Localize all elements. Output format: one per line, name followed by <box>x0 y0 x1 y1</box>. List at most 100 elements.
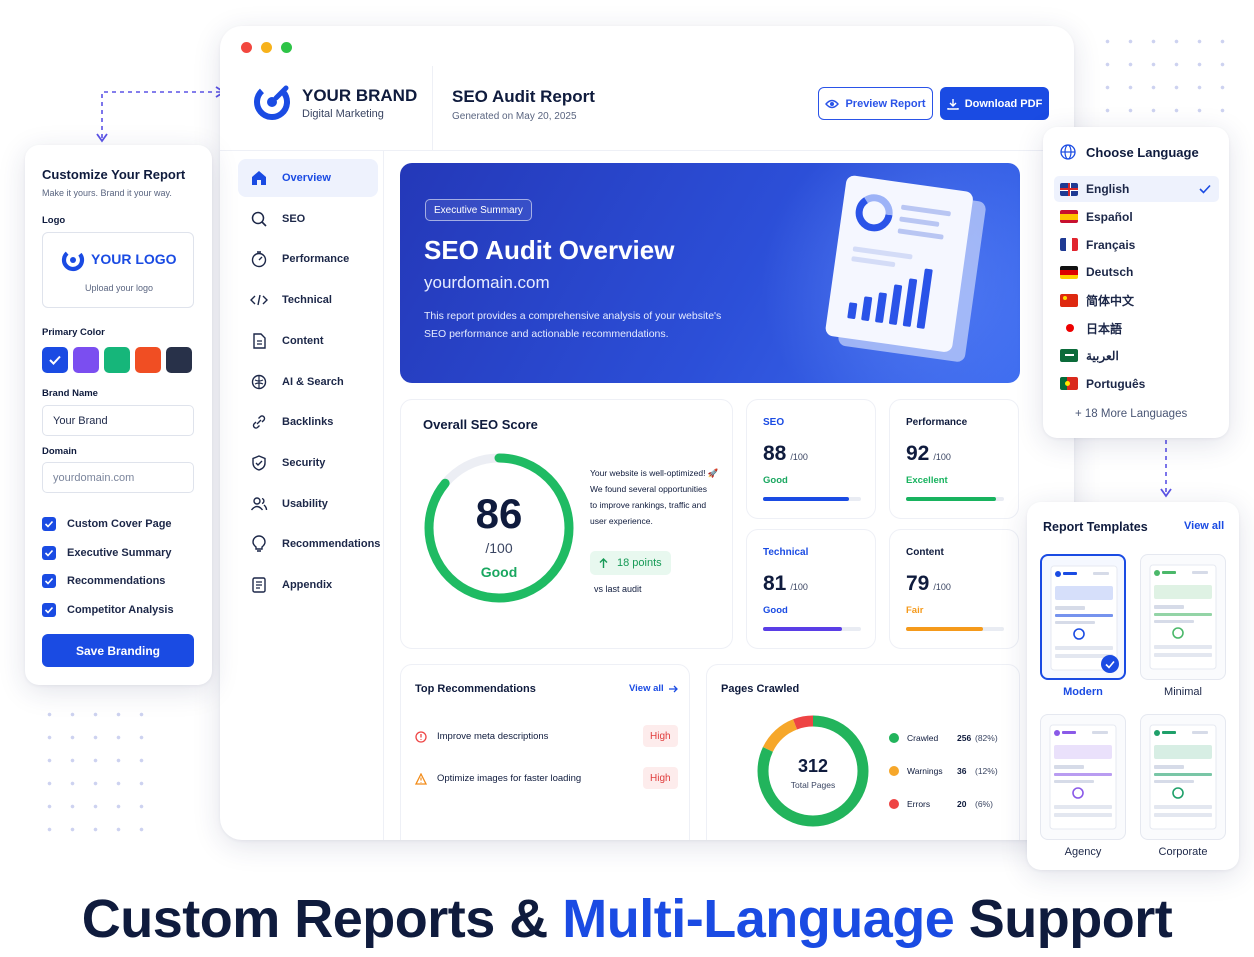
option-checkbox-row[interactable]: Recommendations <box>42 574 166 589</box>
decorative-dots-top-right <box>1096 30 1236 125</box>
selected-template-check-icon <box>1101 655 1119 673</box>
template-minimal[interactable] <box>1140 554 1226 680</box>
score-card-grade: Fair <box>906 605 924 616</box>
download-pdf-label: Download PDF <box>964 97 1043 110</box>
template-corporate[interactable] <box>1140 714 1226 840</box>
pages-legend-row: Crawled 256 (82%) <box>889 731 1009 745</box>
domain-input[interactable]: yourdomain.com <box>42 462 194 493</box>
language-option[interactable]: Français <box>1054 232 1219 258</box>
preview-report-button[interactable]: Preview Report <box>818 87 933 120</box>
score-card-seo[interactable]: SEO 88/100 Good <box>746 399 876 519</box>
sidebar-item-ai-search[interactable]: AI & Search <box>238 363 378 401</box>
recommendation-item[interactable]: Optimize images for faster loading High <box>415 767 679 791</box>
window-minimize-dot[interactable] <box>261 42 272 53</box>
checkbox-checked[interactable] <box>42 517 56 531</box>
brand-name-input[interactable]: Your Brand <box>42 405 194 436</box>
template-agency[interactable] <box>1040 714 1126 840</box>
logo-label: Logo <box>42 215 66 226</box>
sidebar-item-performance[interactable]: Performance <box>238 240 378 278</box>
users-icon <box>250 496 268 511</box>
headline-part-1: Custom Reports & <box>81 889 563 949</box>
score-card-out-of: /100 <box>790 452 808 462</box>
pages-total-label: Total Pages <box>790 780 836 790</box>
logo-upload-box[interactable]: YOUR LOGO Upload your logo <box>42 232 194 308</box>
more-languages-link[interactable]: + 18 More Languages <box>1075 408 1188 420</box>
color-swatch[interactable] <box>135 347 161 373</box>
sidebar-item-label: Performance <box>282 253 350 266</box>
template-label: Corporate <box>1158 846 1208 858</box>
pages-crawled-title: Pages Crawled <box>721 683 800 695</box>
checkbox-label: Recommendations <box>67 575 166 588</box>
score-card-content[interactable]: Content 79/100 Fair <box>889 529 1019 649</box>
sidebar-item-label: Backlinks <box>282 416 334 429</box>
option-checkbox-row[interactable]: Competitor Analysis <box>42 603 174 618</box>
legend-value: 20 <box>957 799 967 809</box>
color-swatch[interactable] <box>104 347 130 373</box>
option-checkbox-row[interactable]: Custom Cover Page <box>42 517 172 531</box>
logo-placeholder-icon <box>61 248 85 272</box>
headline-part-3: Support <box>954 889 1173 949</box>
language-option[interactable]: English <box>1054 176 1219 202</box>
customize-subtitle: Make it yours. Brand it your way. <box>42 188 172 198</box>
color-swatch[interactable] <box>42 347 68 373</box>
template-thumbnail <box>1050 565 1118 671</box>
sidebar-item-recommendations[interactable]: Recommendations <box>238 525 380 563</box>
customize-title: Customize Your Report <box>42 167 186 182</box>
sidebar-item-content[interactable]: Content <box>238 322 378 360</box>
legend-dot <box>889 733 899 743</box>
recommendation-text: Optimize images for faster loading <box>437 773 582 784</box>
checkbox-checked[interactable] <box>42 545 56 560</box>
window-close-dot[interactable] <box>241 42 252 53</box>
language-option[interactable]: العربية <box>1054 343 1219 369</box>
overall-score-out-of: /100 <box>485 540 513 556</box>
color-swatch[interactable] <box>166 347 192 373</box>
checkbox-checked[interactable] <box>42 574 56 589</box>
score-card-title: Content <box>906 547 944 558</box>
choose-language-title: Choose Language <box>1086 145 1199 160</box>
language-label: Deutsch <box>1086 265 1134 280</box>
sidebar-item-backlinks[interactable]: Backlinks <box>238 403 378 441</box>
sidebar-item-technical[interactable]: Technical <box>238 281 378 319</box>
checkbox-checked[interactable] <box>42 603 56 618</box>
save-branding-button[interactable]: Save Branding <box>42 634 194 667</box>
language-option[interactable]: Português <box>1054 371 1219 397</box>
language-option[interactable]: 日本語 <box>1054 315 1219 341</box>
color-swatch[interactable] <box>73 347 99 373</box>
sidebar-item-overview[interactable]: Overview <box>238 159 378 197</box>
hero-description-line-2: SEO performance and actionable recommend… <box>424 328 669 340</box>
sidebar-item-security[interactable]: Security <box>238 444 378 482</box>
flag-icon <box>1060 349 1078 363</box>
score-card-performance[interactable]: Performance 92/100 Excellent <box>889 399 1019 519</box>
score-card-value: 81 <box>763 572 787 595</box>
overall-score-arc <box>424 453 574 603</box>
connector-arrow-left <box>96 86 226 143</box>
recommendation-item[interactable]: Improve meta descriptions High <box>415 725 679 749</box>
language-option[interactable]: Español <box>1054 204 1219 230</box>
window-maximize-dot[interactable] <box>281 42 292 53</box>
template-modern[interactable] <box>1040 554 1126 680</box>
sidebar-item-seo[interactable]: SEO <box>238 200 378 238</box>
checkbox-label: Competitor Analysis <box>67 604 174 617</box>
recommendations-view-all-label: View all <box>629 683 664 694</box>
lightbulb-icon <box>252 535 266 552</box>
score-card-technical[interactable]: Technical 81/100 Good <box>746 529 876 649</box>
option-checkbox-row[interactable]: Executive Summary <box>42 545 172 560</box>
templates-view-all-link[interactable]: View all <box>1184 520 1225 532</box>
flag-icon <box>1060 377 1078 391</box>
arrow-right-icon <box>668 685 678 692</box>
preview-report-label: Preview Report <box>845 97 926 110</box>
template-label: Minimal <box>1164 686 1202 698</box>
sidebar-item-label: AI & Search <box>282 375 344 388</box>
score-delta-value: 18 points <box>617 557 662 569</box>
recommendations-view-all-link[interactable]: View all <box>629 683 678 694</box>
sidebar-item-appendix[interactable]: Appendix <box>238 566 378 604</box>
color-swatches <box>42 347 197 373</box>
template-thumbnail <box>1149 564 1217 670</box>
sidebar-item-usability[interactable]: Usability <box>238 485 378 523</box>
download-pdf-button[interactable]: Download PDF <box>940 87 1049 120</box>
language-option[interactable]: 简体中文 <box>1054 287 1219 313</box>
score-card-value-row: 92/100 <box>906 442 951 466</box>
score-delta-subtitle: vs last audit <box>594 584 642 594</box>
language-option[interactable]: Deutsch <box>1054 259 1219 285</box>
arrow-up-icon <box>599 557 608 568</box>
